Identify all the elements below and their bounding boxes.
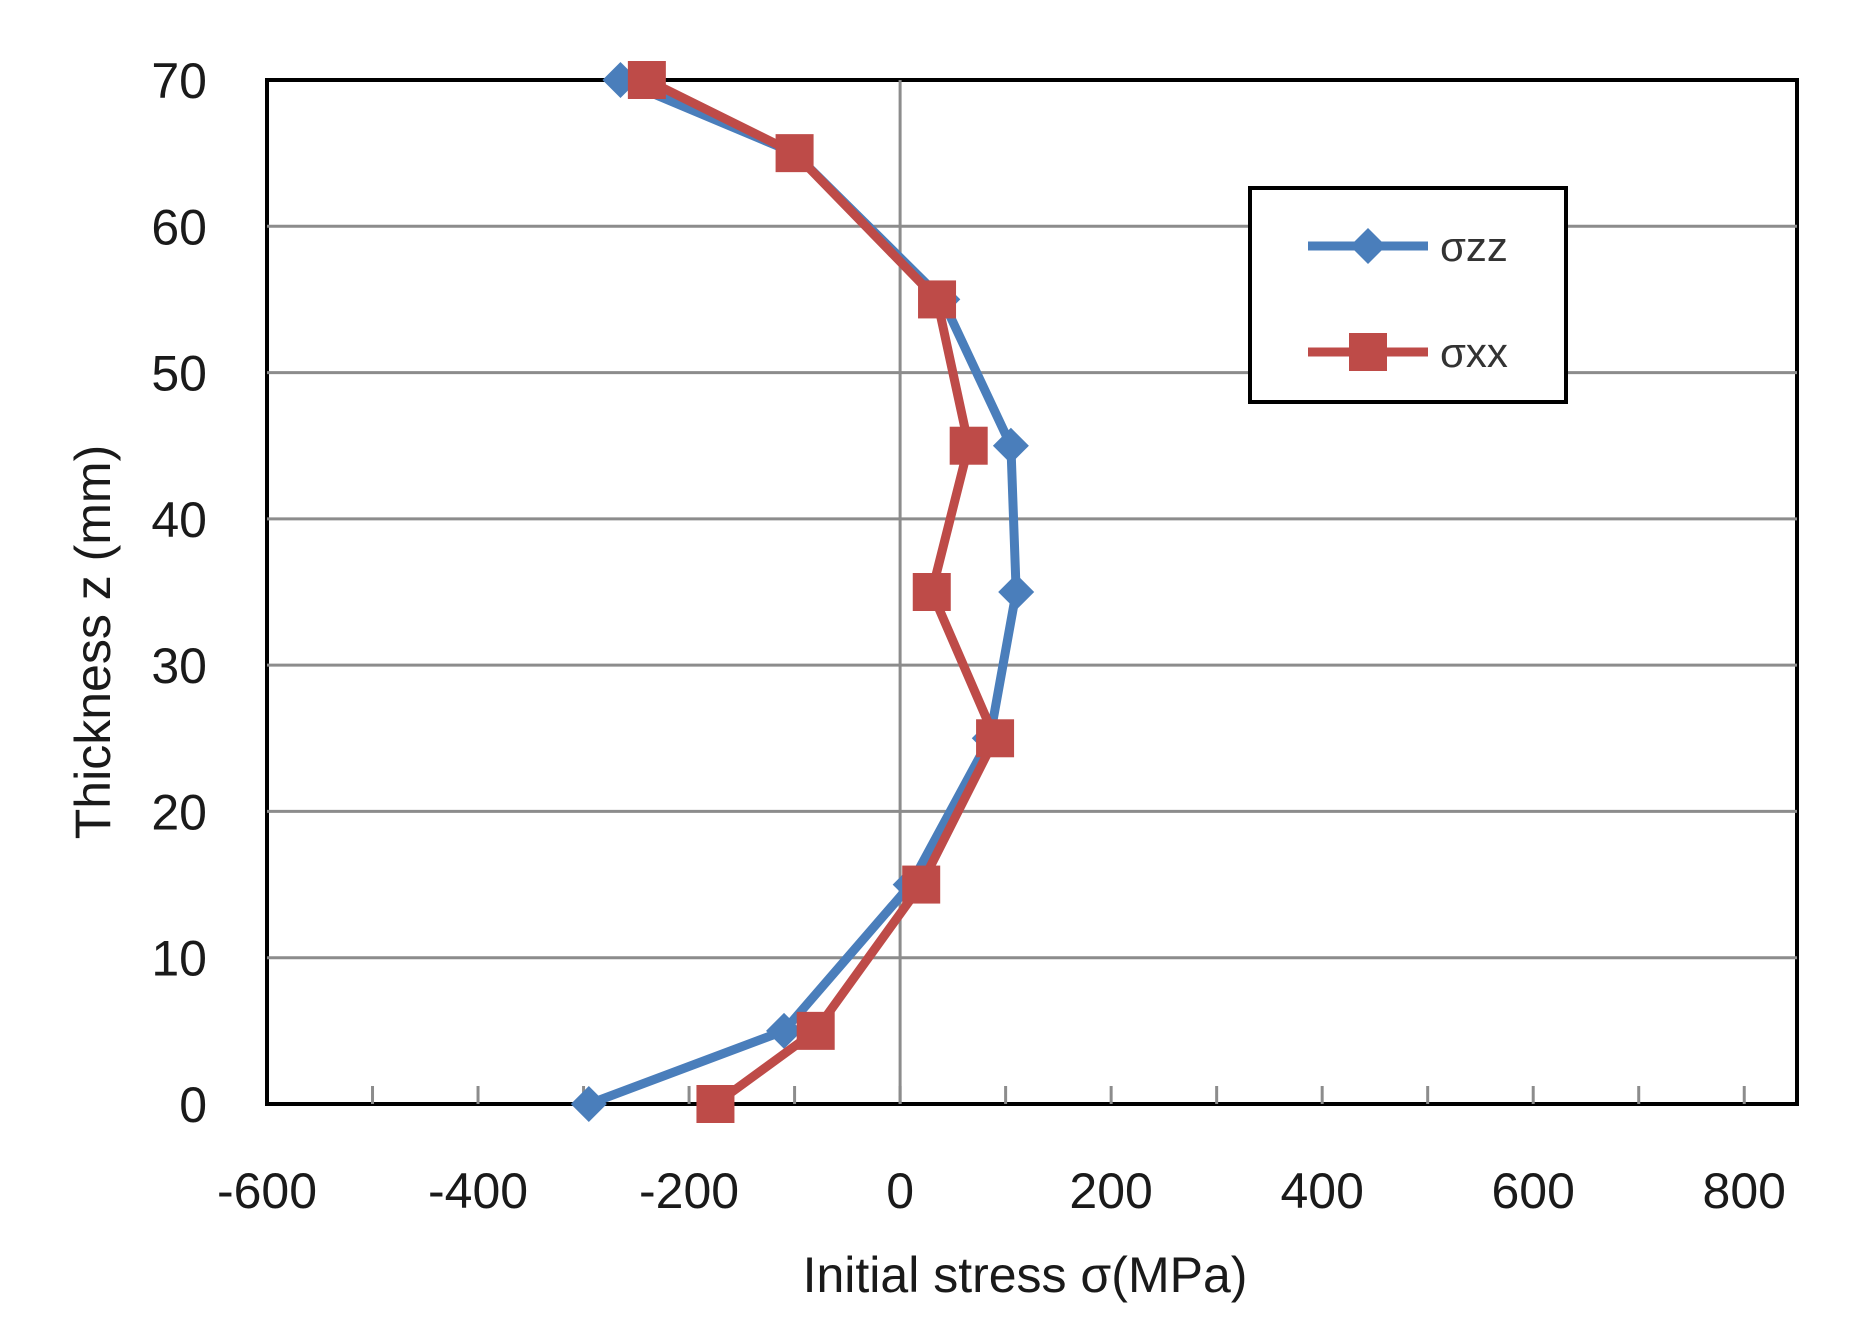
y-tick-label: 30: [151, 638, 207, 694]
data-point: [696, 1085, 735, 1123]
series-sigma-xx: [627, 61, 1015, 1123]
legend-label: σzz: [1440, 223, 1508, 270]
x-tick-label: 400: [1280, 1163, 1363, 1219]
legend-entry: σxx: [1308, 329, 1508, 376]
y-tick-label: 70: [151, 53, 207, 109]
y-tick-label: 40: [151, 492, 207, 548]
y-tick-label: 50: [151, 346, 207, 402]
y-axis-title: Thickness z (mm): [65, 445, 121, 839]
data-point: [796, 1011, 835, 1050]
legend: σzz σxx: [1248, 186, 1568, 404]
tick-labels: 0 10 20 30 40 50 60 70 -600 -400 -200 0 200 400 600 800: [151, 53, 1786, 1219]
legend-entry: σzz: [1308, 223, 1508, 270]
x-tick-label: -200: [639, 1163, 739, 1219]
data-point: [627, 61, 666, 99]
data-series: [570, 61, 1035, 1123]
data-point: [992, 427, 1029, 464]
data-point: [775, 134, 814, 173]
x-tick-label: 200: [1069, 1163, 1152, 1219]
data-point: [998, 574, 1035, 610]
legend-box: [1248, 186, 1568, 404]
x-tick-label: -600: [217, 1163, 317, 1219]
data-point: [570, 1086, 607, 1122]
data-point: [766, 1012, 803, 1049]
y-tick-label: 60: [151, 199, 207, 255]
legend-marker: [1350, 228, 1386, 264]
x-tick-label: 600: [1491, 1163, 1574, 1219]
x-tick-label: 0: [886, 1163, 914, 1219]
y-tick-label: 0: [179, 1077, 207, 1133]
legend-marker: [1349, 333, 1387, 371]
data-point: [912, 573, 951, 611]
x-tick-label: -400: [428, 1163, 528, 1219]
data-point: [976, 719, 1015, 758]
y-tick-label: 10: [151, 931, 207, 987]
data-point: [918, 280, 957, 319]
x-tick-label: 800: [1703, 1163, 1786, 1219]
x-axis-title: Initial stress σ(MPa): [803, 1247, 1248, 1303]
legend-label: σxx: [1440, 329, 1508, 376]
data-point: [949, 426, 988, 465]
data-point: [902, 865, 941, 904]
y-tick-label: 20: [151, 784, 207, 840]
